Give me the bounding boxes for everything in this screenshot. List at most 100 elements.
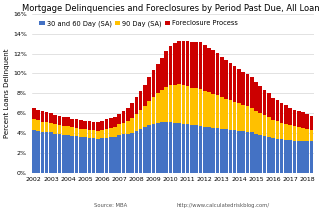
Bar [109, 128, 113, 137]
Bar [297, 127, 300, 141]
Bar [250, 77, 253, 108]
Bar [297, 141, 300, 172]
Bar [263, 115, 266, 136]
Bar [117, 135, 121, 172]
Bar [237, 131, 241, 172]
Bar [75, 119, 78, 128]
Bar [83, 129, 87, 137]
Bar [53, 125, 57, 134]
Bar [70, 128, 74, 136]
Bar [216, 128, 219, 172]
Bar [186, 86, 189, 124]
Bar [36, 131, 40, 172]
Bar [288, 140, 292, 172]
Bar [203, 127, 206, 172]
Bar [284, 105, 288, 124]
Bar [220, 129, 224, 172]
Bar [147, 101, 151, 125]
Bar [45, 132, 48, 172]
Bar [181, 85, 185, 123]
Bar [246, 74, 249, 106]
Bar [194, 42, 198, 88]
Title: Mortgage Delinquencies and Foreclosures by Period Past Due, All Loans: Mortgage Delinquencies and Foreclosures … [22, 4, 320, 13]
Bar [160, 90, 164, 122]
Bar [152, 97, 155, 124]
Bar [288, 108, 292, 125]
Bar [92, 131, 95, 138]
Bar [88, 121, 91, 130]
Bar [100, 130, 104, 138]
Bar [292, 126, 296, 141]
Bar [263, 90, 266, 115]
Bar [45, 122, 48, 132]
Bar [190, 88, 194, 125]
Bar [130, 103, 134, 118]
Bar [288, 125, 292, 140]
Bar [62, 135, 66, 172]
Bar [173, 85, 177, 122]
Bar [100, 120, 104, 130]
Bar [169, 46, 172, 85]
Bar [62, 126, 66, 135]
Bar [122, 134, 125, 172]
Bar [66, 135, 70, 172]
Bar [75, 128, 78, 136]
Bar [263, 136, 266, 172]
Bar [292, 141, 296, 172]
Bar [207, 48, 211, 92]
Bar [139, 91, 142, 110]
Bar [79, 129, 83, 137]
Bar [160, 58, 164, 90]
Bar [305, 129, 309, 141]
Bar [177, 123, 181, 172]
Bar [181, 41, 185, 85]
Bar [246, 106, 249, 132]
Bar [41, 132, 44, 172]
Bar [259, 113, 262, 135]
Bar [134, 97, 138, 114]
Bar [134, 114, 138, 131]
Bar [79, 120, 83, 129]
Bar [143, 127, 147, 172]
Bar [241, 105, 245, 131]
Bar [233, 131, 236, 172]
Bar [49, 132, 53, 172]
Bar [199, 126, 202, 172]
Bar [203, 45, 206, 91]
Bar [254, 134, 258, 172]
Bar [267, 137, 271, 172]
Bar [117, 114, 121, 125]
Bar [139, 110, 142, 129]
Bar [156, 64, 160, 93]
Bar [139, 129, 142, 172]
Bar [297, 111, 300, 127]
Bar [147, 125, 151, 172]
Bar [276, 139, 279, 172]
Bar [113, 137, 117, 172]
Bar [152, 124, 155, 172]
Bar [267, 117, 271, 137]
Bar [212, 128, 215, 172]
Bar [83, 137, 87, 172]
Bar [109, 137, 113, 172]
Bar [96, 122, 100, 131]
Bar [36, 120, 40, 131]
Bar [220, 56, 224, 97]
Bar [79, 137, 83, 172]
Bar [212, 94, 215, 128]
Text: Source: MBA: Source: MBA [94, 204, 127, 208]
Bar [228, 130, 232, 172]
Bar [49, 122, 53, 132]
Bar [233, 102, 236, 131]
Bar [241, 131, 245, 172]
Bar [49, 113, 53, 122]
Bar [62, 117, 66, 126]
Bar [92, 122, 95, 131]
Bar [122, 122, 125, 134]
Bar [280, 139, 284, 172]
Bar [70, 119, 74, 128]
Bar [259, 135, 262, 172]
Bar [216, 95, 219, 128]
Bar [130, 118, 134, 133]
Bar [41, 122, 44, 132]
